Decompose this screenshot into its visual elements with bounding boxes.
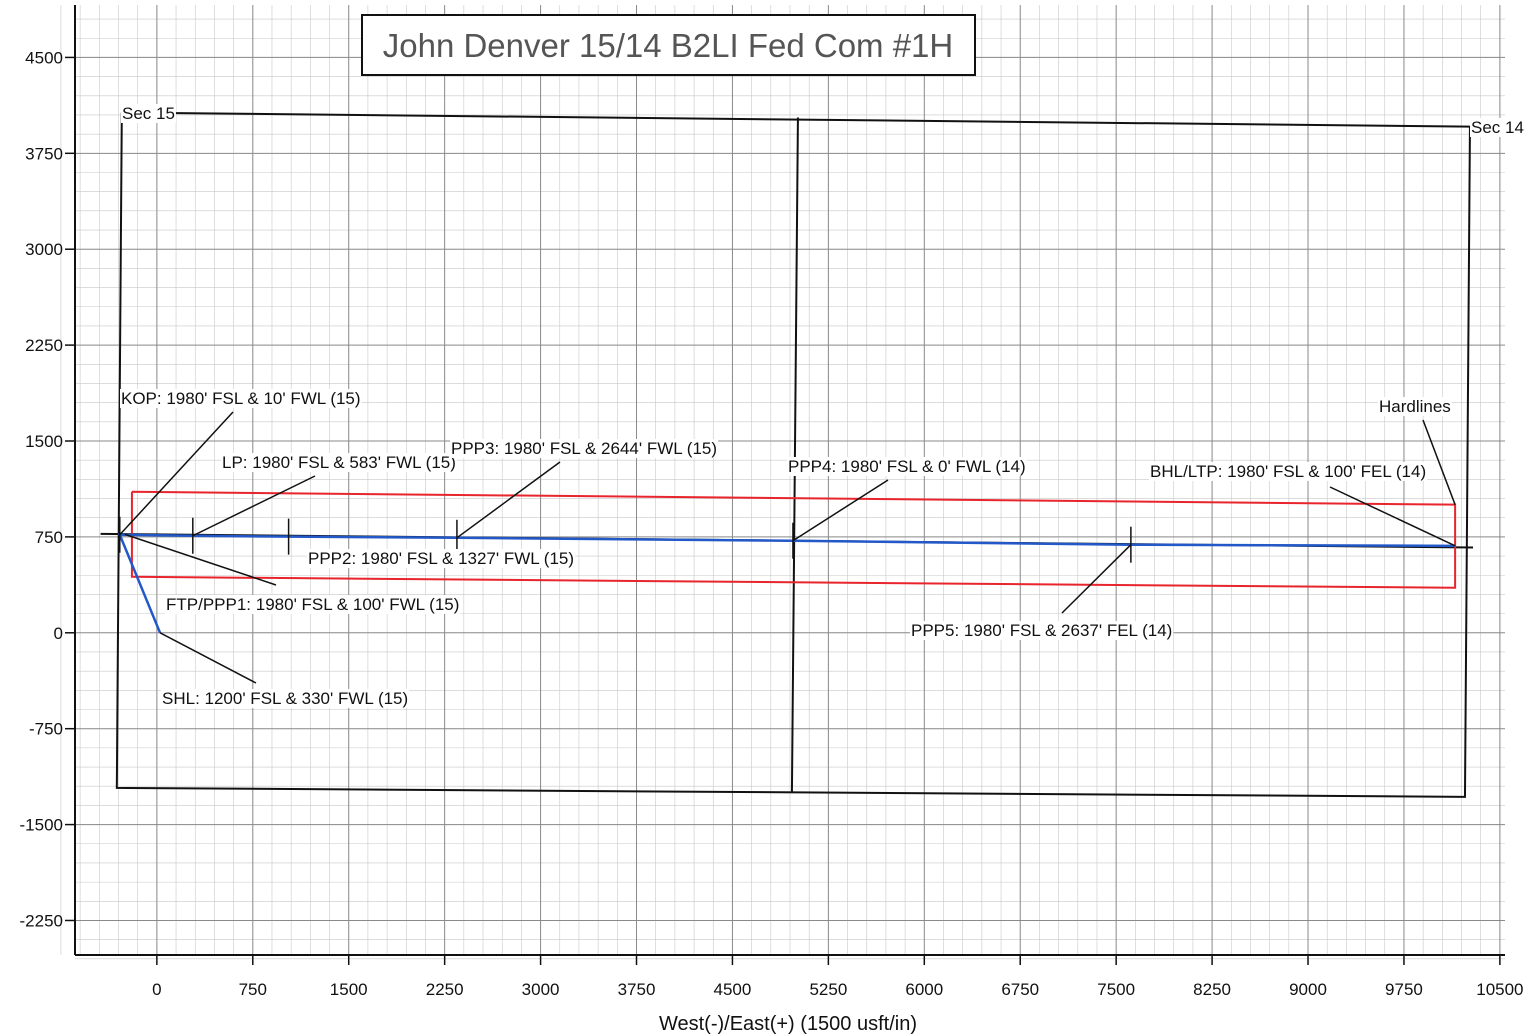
y-tick-label: -750: [29, 720, 63, 739]
x-tick-label: 9750: [1385, 980, 1423, 999]
title-box: [361, 14, 976, 76]
x-tick-label: 6750: [1001, 980, 1039, 999]
y-tick-label: 2250: [25, 336, 63, 355]
series-line: [790, 117, 799, 793]
x-tick-label: 0: [152, 980, 161, 999]
x-tick-label: 7500: [1097, 980, 1135, 999]
annotation-bg: [1470, 118, 1525, 137]
leader-line: [124, 533, 277, 586]
x-tick-label: 10500: [1476, 980, 1523, 999]
series-line: [117, 533, 1456, 634]
annotation: PPP5: 1980' FSL & 2637' FEL (14): [911, 621, 1172, 640]
leader-line: [1329, 486, 1456, 547]
annotation: SHL: 1200' FSL & 330' FWL (15): [162, 689, 408, 708]
annotation: FTP/PPP1: 1980' FSL & 100' FWL (15): [166, 595, 459, 614]
annotation: BHL/LTP: 1980' FSL & 100' FEL (14): [1150, 462, 1426, 481]
y-tick-label: 3750: [25, 144, 63, 163]
annotation-bg: [161, 689, 410, 708]
annotation: Sec 15: [122, 104, 175, 123]
y-tick-label: 750: [35, 528, 63, 547]
annotation-bg: [120, 389, 362, 408]
annotation: PPP3: 1980' FSL & 2644' FWL (15): [451, 439, 717, 458]
leader-line: [119, 411, 234, 536]
annotation-bg: [1149, 462, 1428, 481]
annotation-bg: [221, 453, 457, 472]
x-tick-label: 1500: [330, 980, 368, 999]
x-tick-label: 5250: [809, 980, 847, 999]
annotation: PPP4: 1980' FSL & 0' FWL (14): [788, 457, 1026, 476]
y-tick-label: 1500: [25, 432, 63, 451]
annotation-bg: [910, 621, 1174, 640]
x-tick-label: 4500: [714, 980, 752, 999]
y-tick-label: 3000: [25, 240, 63, 259]
annotation-bg: [307, 549, 576, 568]
annotation-bg: [121, 104, 176, 123]
leader-line: [456, 461, 561, 539]
leader-line: [192, 475, 316, 537]
annotation: LP: 1980' FSL & 583' FWL (15): [222, 453, 456, 472]
leader-line: [159, 632, 257, 684]
x-tick-label: 6000: [905, 980, 943, 999]
annotation-bg: [450, 439, 719, 458]
annotation-bg: [1378, 397, 1452, 416]
annotation: Hardlines: [1379, 397, 1451, 416]
x-tick-label: 2250: [426, 980, 464, 999]
series-line: [115, 111, 1471, 798]
annotation: KOP: 1980' FSL & 10' FWL (15): [121, 389, 361, 408]
x-tick-label: 3000: [522, 980, 560, 999]
leader-line: [792, 479, 889, 542]
annotation: PPP2: 1980' FSL & 1327' FWL (15): [308, 549, 574, 568]
y-tick-label: -1500: [20, 816, 63, 835]
y-tick-label: 4500: [25, 48, 63, 67]
annotation: Sec 14: [1471, 118, 1524, 137]
grid: [60, 5, 1505, 960]
leader-line: [1422, 419, 1456, 505]
x-tick-label: 8250: [1193, 980, 1231, 999]
annotation-bg: [165, 595, 461, 614]
y-tick-label: -2250: [20, 911, 63, 930]
chart-title: John Denver 15/14 B2LI Fed Com #1H: [383, 27, 954, 64]
annotation-bg: [787, 457, 1027, 476]
y-tick-label: 0: [54, 624, 63, 643]
series-line: [130, 490, 1457, 589]
x-tick-label: 9000: [1289, 980, 1327, 999]
x-axis-label: West(-)/East(+) (1500 usft/in): [659, 1013, 917, 1034]
x-tick-label: 750: [239, 980, 267, 999]
x-tick-label: 3750: [618, 980, 656, 999]
leader-line: [1061, 544, 1132, 614]
